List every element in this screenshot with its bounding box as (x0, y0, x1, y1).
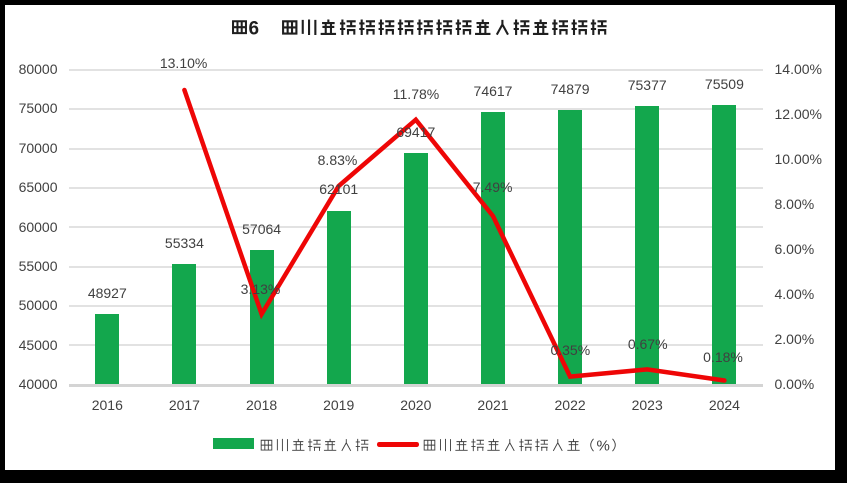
svg-text:%: % (597, 437, 610, 454)
svg-text:6: 6 (249, 19, 260, 40)
